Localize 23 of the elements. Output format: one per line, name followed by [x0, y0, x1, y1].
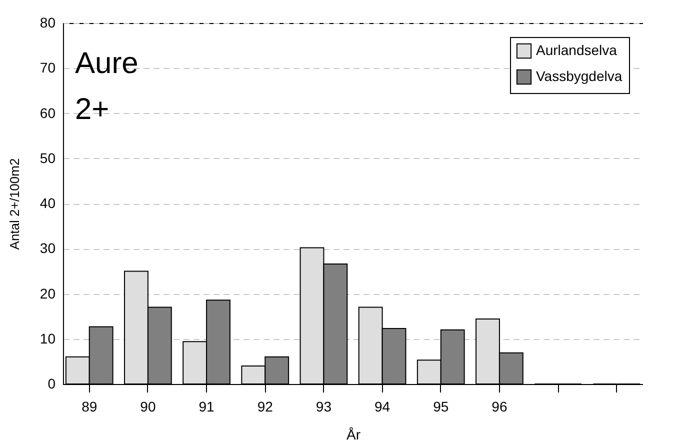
- y-tick-label: 20: [40, 285, 56, 302]
- y-tick-label: 60: [40, 104, 56, 121]
- x-tick-label: 93: [316, 398, 332, 414]
- y-tick-label: 80: [40, 14, 56, 30]
- x-tick-label: 89: [82, 398, 98, 414]
- x-tick-label: 95: [433, 398, 449, 414]
- legend-label: Aurlandselva: [536, 42, 618, 58]
- x-tick-label: 90: [140, 398, 156, 414]
- legend-label: Vassbygdelva: [536, 68, 622, 84]
- y-tick-label: 0: [48, 376, 56, 392]
- y-tick-label: 50: [40, 150, 56, 166]
- x-tick-label: 92: [257, 398, 274, 414]
- x-tick-label: 96: [492, 398, 508, 414]
- y-tick-label: 40: [40, 195, 56, 211]
- y-axis-title: Antal 2+/100m2: [6, 158, 22, 250]
- text: 2+: [75, 93, 110, 126]
- x-tick-label: 91: [198, 398, 215, 414]
- x-axis-title: År: [346, 426, 361, 442]
- text: Aure: [75, 47, 138, 80]
- y-tick-label: 70: [40, 60, 56, 76]
- x-tick-label: 94: [374, 398, 390, 414]
- y-tick-label: 10: [40, 330, 56, 346]
- y-tick-label: 30: [40, 240, 56, 256]
